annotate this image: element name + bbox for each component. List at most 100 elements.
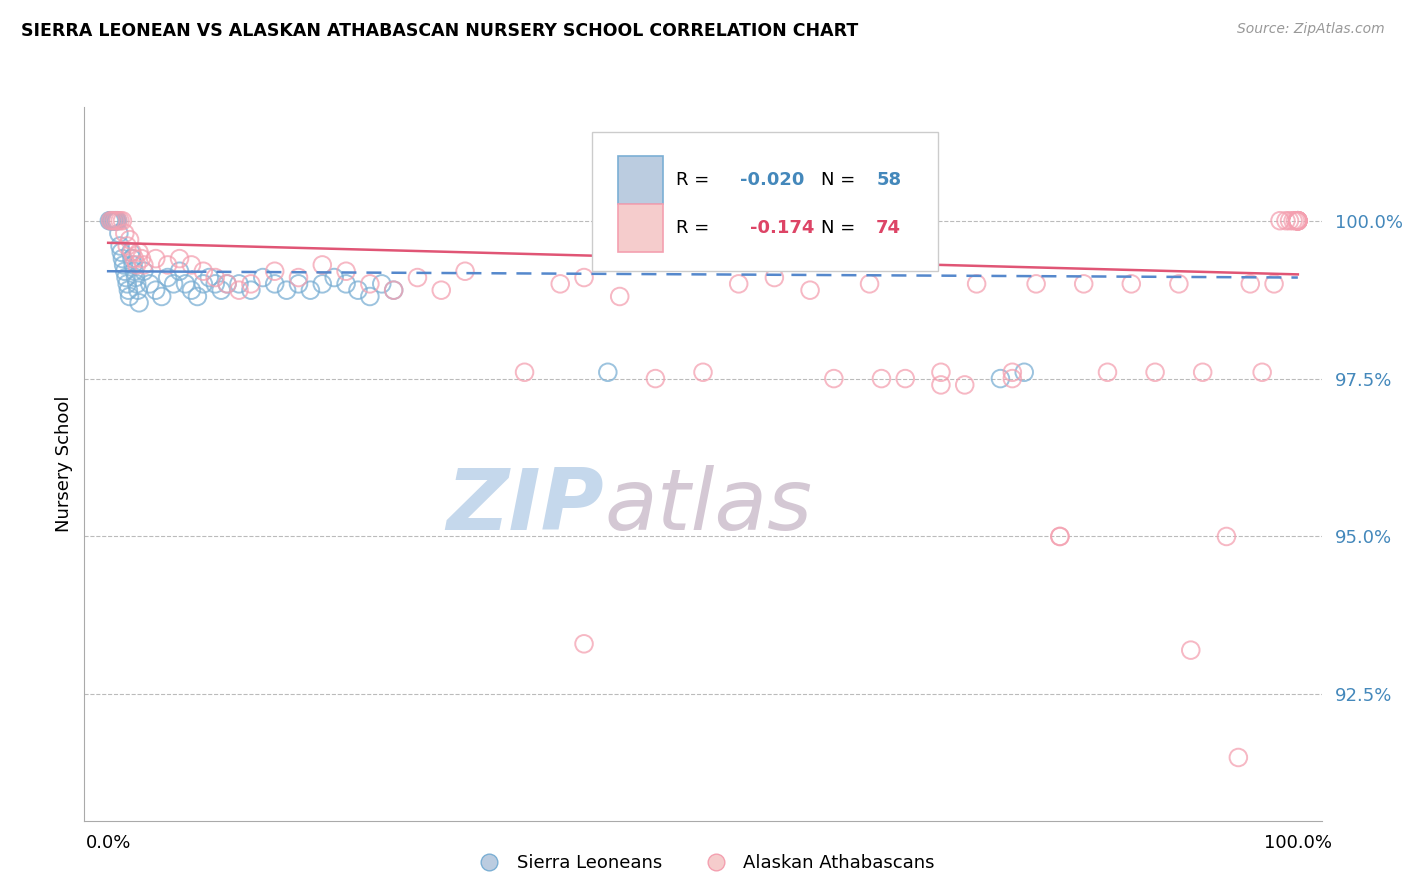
Point bbox=[692, 365, 714, 379]
Point bbox=[127, 283, 149, 297]
Point bbox=[596, 365, 619, 379]
Point bbox=[122, 258, 145, 272]
Point bbox=[204, 270, 226, 285]
FancyBboxPatch shape bbox=[617, 156, 664, 204]
Point bbox=[118, 233, 141, 247]
Point bbox=[169, 264, 191, 278]
Point bbox=[239, 283, 262, 297]
Point bbox=[115, 239, 138, 253]
Point bbox=[125, 277, 148, 291]
Point bbox=[1025, 277, 1047, 291]
Point bbox=[209, 283, 232, 297]
Point bbox=[103, 213, 125, 227]
Point bbox=[193, 264, 215, 278]
Point bbox=[323, 270, 346, 285]
Point bbox=[1167, 277, 1189, 291]
Text: R =: R = bbox=[676, 171, 714, 189]
Point bbox=[1286, 213, 1309, 227]
Point bbox=[1284, 213, 1306, 227]
Point bbox=[287, 277, 309, 291]
Point bbox=[101, 213, 124, 227]
Text: atlas: atlas bbox=[605, 465, 813, 549]
Point bbox=[1227, 750, 1250, 764]
Point bbox=[100, 213, 122, 227]
Point bbox=[104, 213, 127, 227]
Point bbox=[1275, 213, 1298, 227]
Point bbox=[132, 264, 155, 278]
Point bbox=[1180, 643, 1202, 657]
Point bbox=[128, 245, 150, 260]
Point bbox=[1012, 365, 1035, 379]
Text: N =: N = bbox=[821, 219, 860, 236]
Text: Source: ZipAtlas.com: Source: ZipAtlas.com bbox=[1237, 22, 1385, 37]
Point bbox=[858, 277, 880, 291]
Point bbox=[120, 245, 142, 260]
Point bbox=[1049, 529, 1071, 543]
Point bbox=[108, 227, 131, 241]
Point bbox=[115, 270, 138, 285]
Point bbox=[1049, 529, 1071, 543]
Point bbox=[287, 270, 309, 285]
Point bbox=[174, 277, 197, 291]
Point bbox=[929, 378, 952, 392]
Point bbox=[108, 239, 131, 253]
Point bbox=[1001, 365, 1024, 379]
FancyBboxPatch shape bbox=[617, 204, 664, 252]
Point bbox=[145, 283, 167, 297]
Point bbox=[644, 371, 666, 385]
Point bbox=[145, 252, 167, 266]
Text: SIERRA LEONEAN VS ALASKAN ATHABASCAN NURSERY SCHOOL CORRELATION CHART: SIERRA LEONEAN VS ALASKAN ATHABASCAN NUR… bbox=[21, 22, 858, 40]
Point bbox=[252, 270, 274, 285]
Text: R =: R = bbox=[676, 219, 720, 236]
Point bbox=[107, 213, 129, 227]
Point bbox=[263, 264, 285, 278]
Point bbox=[104, 213, 127, 227]
Point bbox=[115, 277, 138, 291]
Point bbox=[180, 258, 202, 272]
Point bbox=[1286, 213, 1309, 227]
Text: -0.174: -0.174 bbox=[749, 219, 814, 236]
Point bbox=[114, 264, 136, 278]
Point bbox=[114, 227, 136, 241]
Point bbox=[311, 258, 333, 272]
Point bbox=[929, 365, 952, 379]
Point bbox=[112, 258, 135, 272]
Point bbox=[124, 270, 146, 285]
Point bbox=[180, 283, 202, 297]
Point bbox=[359, 289, 381, 303]
Point bbox=[1215, 529, 1237, 543]
Point bbox=[217, 277, 239, 291]
Point bbox=[107, 213, 129, 227]
Y-axis label: Nursery School: Nursery School bbox=[55, 395, 73, 533]
Point bbox=[121, 252, 143, 266]
Point bbox=[239, 277, 262, 291]
Point bbox=[117, 283, 139, 297]
Point bbox=[125, 258, 148, 272]
Text: -0.020: -0.020 bbox=[740, 171, 804, 189]
FancyBboxPatch shape bbox=[592, 132, 938, 271]
Point bbox=[162, 277, 184, 291]
Point bbox=[204, 277, 226, 291]
Point bbox=[990, 371, 1012, 385]
Point bbox=[371, 277, 394, 291]
Point bbox=[228, 277, 250, 291]
Point bbox=[953, 378, 976, 392]
Text: 58: 58 bbox=[876, 171, 901, 189]
Point bbox=[1286, 213, 1309, 227]
Point bbox=[118, 289, 141, 303]
Point bbox=[124, 264, 146, 278]
Point bbox=[1282, 213, 1305, 227]
Point bbox=[101, 213, 124, 227]
Point bbox=[124, 252, 146, 266]
Point bbox=[513, 365, 536, 379]
Point bbox=[335, 264, 357, 278]
Point bbox=[1278, 213, 1301, 227]
Point bbox=[263, 277, 285, 291]
Point bbox=[572, 270, 595, 285]
Point bbox=[100, 213, 122, 227]
Text: ZIP: ZIP bbox=[446, 465, 605, 549]
Point bbox=[799, 283, 821, 297]
Point bbox=[108, 213, 131, 227]
Point bbox=[128, 295, 150, 310]
Point bbox=[111, 252, 134, 266]
